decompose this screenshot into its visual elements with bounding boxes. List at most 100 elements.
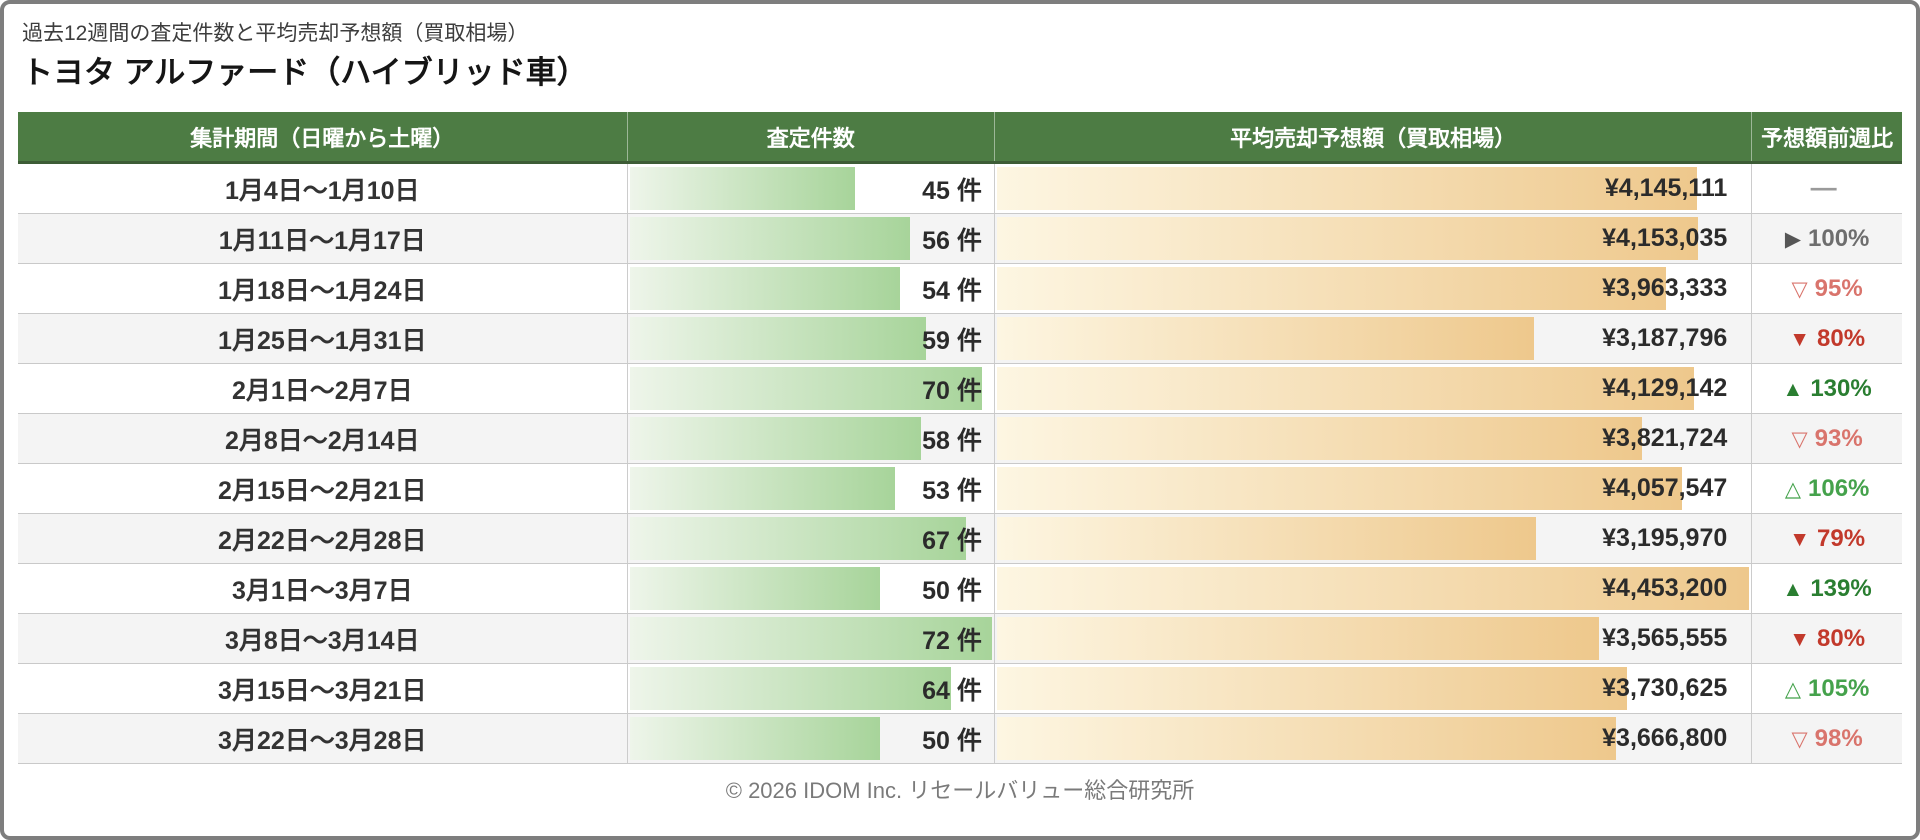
- price-value: ¥3,565,555: [1602, 624, 1728, 652]
- count-cell: 56 件: [626, 214, 994, 263]
- period-label: 1月25日〜1月31日: [218, 326, 427, 355]
- table-row: 3月8日〜3月14日 72 件 ¥3,565,555 ▼ 80%: [18, 614, 1902, 664]
- table-row: 2月8日〜2月14日 58 件 ¥3,821,724 ▽ 93%: [18, 414, 1902, 464]
- table-row: 2月22日〜2月28日 67 件 ¥3,195,970 ▼ 79%: [18, 514, 1902, 564]
- change-percent: 79%: [1817, 524, 1866, 552]
- change-percent: 80%: [1817, 624, 1866, 652]
- count-value: 50 件: [922, 576, 982, 605]
- down-triangle-outline-icon: ▽: [1791, 428, 1808, 451]
- up-triangle-filled-icon: ▲: [1782, 378, 1804, 401]
- count-value: 56 件: [922, 226, 982, 255]
- period-label: 1月11日〜1月17日: [218, 226, 426, 255]
- count-cell: 50 件: [626, 564, 994, 613]
- price-cell: ¥4,453,200: [993, 564, 1751, 613]
- column-header-period: 集計期間（日曜から土曜）: [190, 125, 455, 151]
- table-row: 1月11日〜1月17日 56 件 ¥4,153,035 ▶ 100%: [18, 214, 1902, 264]
- price-cell: ¥4,145,111: [993, 164, 1751, 213]
- count-value: 67 件: [922, 526, 982, 555]
- count-cell: 45 件: [626, 164, 994, 213]
- change-cell: △ 106%: [1751, 464, 1902, 513]
- period-label: 3月22日〜3月28日: [218, 726, 427, 755]
- count-value: 70 件: [922, 376, 982, 405]
- change-percent: 106%: [1808, 474, 1870, 502]
- change-cell: ▶ 100%: [1751, 214, 1902, 263]
- period-cell: 3月1日〜3月7日: [18, 564, 627, 613]
- price-cell: ¥3,195,970: [993, 514, 1751, 563]
- change-percent: 80%: [1817, 324, 1866, 352]
- column-header-count: 査定件数: [626, 112, 994, 161]
- data-table: 集計期間（日曜から土曜） 査定件数 平均売却予想額（買取相場） 予想額前週比 1…: [18, 112, 1902, 764]
- change-cell: ▲ 130%: [1751, 364, 1902, 413]
- price-cell: ¥4,057,547: [993, 464, 1751, 513]
- count-bar: [629, 217, 911, 260]
- count-bar: [629, 567, 880, 610]
- table-row: 3月1日〜3月7日 50 件 ¥4,453,200 ▲ 139%: [18, 564, 1902, 614]
- price-value: ¥3,730,625: [1602, 674, 1728, 702]
- change-cell: ▽ 95%: [1751, 264, 1902, 313]
- count-value: 64 件: [922, 676, 982, 705]
- count-bar: [629, 717, 880, 760]
- change-percent: 100%: [1808, 224, 1870, 252]
- price-bar: [996, 667, 1627, 710]
- period-label: 2月1日〜2月7日: [231, 376, 413, 405]
- change-percent: 105%: [1808, 674, 1870, 702]
- up-triangle-outline-icon: △: [1784, 678, 1801, 701]
- change-cell: ▲ 139%: [1751, 564, 1902, 613]
- change-percent: 130%: [1810, 374, 1872, 402]
- price-value: ¥4,453,200: [1602, 574, 1728, 602]
- period-cell: 2月8日〜2月14日: [18, 414, 627, 463]
- period-cell: 1月18日〜1月24日: [18, 264, 627, 313]
- count-value: 50 件: [922, 726, 982, 755]
- period-label: 2月22日〜2月28日: [218, 526, 427, 555]
- right-triangle-icon: ▶: [1784, 228, 1801, 251]
- down-triangle-outline-icon: ▽: [1791, 728, 1808, 751]
- change-percent: 95%: [1814, 274, 1863, 302]
- table-row: 2月15日〜2月21日 53 件 ¥4,057,547 △ 106%: [18, 464, 1902, 514]
- change-cell: ▼ 80%: [1751, 614, 1902, 663]
- down-triangle-filled-icon: ▼: [1789, 528, 1810, 551]
- count-cell: 67 件: [626, 514, 994, 563]
- count-cell: 50 件: [626, 714, 994, 763]
- price-bar: [996, 217, 1699, 260]
- down-triangle-filled-icon: ▼: [1789, 328, 1810, 351]
- count-value: 58 件: [922, 426, 982, 455]
- period-label: 1月4日〜1月10日: [225, 176, 420, 205]
- count-bar: [629, 467, 896, 510]
- period-cell: 2月15日〜2月21日: [18, 464, 627, 513]
- period-cell: 2月1日〜2月7日: [18, 364, 627, 413]
- down-triangle-outline-icon: ▽: [1791, 278, 1808, 301]
- period-label: 2月15日〜2月21日: [218, 476, 427, 505]
- period-label: 2月8日〜2月14日: [225, 426, 420, 455]
- period-label: 3月8日〜3月14日: [225, 626, 420, 655]
- period-label: 3月1日〜3月7日: [231, 576, 413, 605]
- column-header-price: 平均売却予想額（買取相場）: [993, 112, 1751, 161]
- period-cell: 3月15日〜3月21日: [18, 664, 627, 713]
- count-value: 72 件: [922, 626, 982, 655]
- count-cell: 70 件: [626, 364, 994, 413]
- count-bar: [629, 167, 855, 210]
- price-value: ¥3,963,333: [1602, 274, 1728, 302]
- count-cell: 58 件: [626, 414, 994, 463]
- count-bar: [629, 417, 921, 460]
- count-bar: [629, 317, 926, 360]
- price-value: ¥4,129,142: [1602, 374, 1728, 402]
- count-bar: [629, 517, 967, 560]
- price-bar: [996, 167, 1697, 210]
- price-cell: ¥4,129,142: [993, 364, 1751, 413]
- table-header-row: 集計期間（日曜から土曜） 査定件数 平均売却予想額（買取相場） 予想額前週比: [18, 112, 1902, 164]
- change-cell: ▽ 98%: [1751, 714, 1902, 763]
- period-cell: 2月22日〜2月28日: [18, 514, 627, 563]
- count-value: 59 件: [922, 326, 982, 355]
- table-row: 2月1日〜2月7日 70 件 ¥4,129,142 ▲ 130%: [18, 364, 1902, 414]
- change-percent: 93%: [1814, 424, 1863, 452]
- table-row: 3月15日〜3月21日 64 件 ¥3,730,625 △ 105%: [18, 664, 1902, 714]
- price-value: ¥3,666,800: [1602, 724, 1728, 752]
- table-row: 3月22日〜3月28日 50 件 ¥3,666,800 ▽ 98%: [18, 714, 1902, 764]
- price-cell: ¥3,565,555: [993, 614, 1751, 663]
- change-cell: ▽ 93%: [1751, 414, 1902, 463]
- count-cell: 59 件: [626, 314, 994, 363]
- count-cell: 54 件: [626, 264, 994, 313]
- period-cell: 3月8日〜3月14日: [18, 614, 627, 663]
- up-triangle-filled-icon: ▲: [1782, 578, 1804, 601]
- price-value: ¥4,153,035: [1602, 224, 1728, 252]
